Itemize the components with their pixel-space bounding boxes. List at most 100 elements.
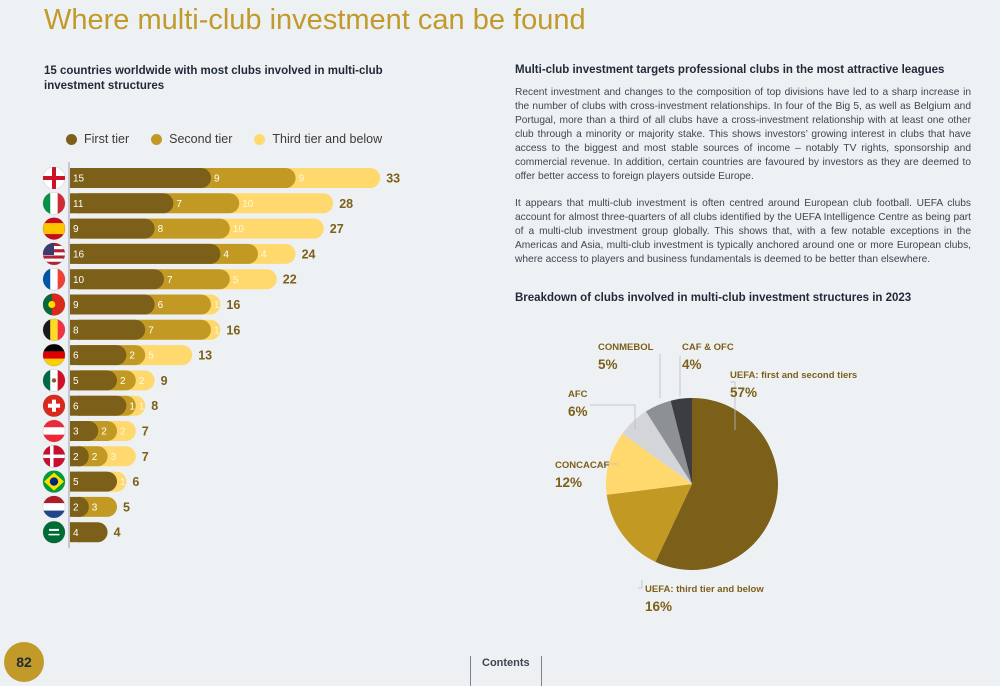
bar-left-edge (70, 471, 80, 492)
bar-left-edge (70, 345, 80, 366)
legend-item-third-tier: Third tier and below (254, 132, 382, 146)
bar-segment-switzerland-first-tier (70, 395, 127, 416)
bar-row-united-states: 16 4 4 24 (42, 242, 316, 266)
total-value-label: 4 (114, 526, 121, 540)
bar-left-edge (70, 496, 80, 517)
total-value-label: 28 (339, 197, 353, 211)
segment-value-label: 7 (176, 199, 182, 210)
total-value-label: 24 (302, 247, 316, 261)
segment-value-label: 1 (129, 401, 135, 412)
bar-row-mexico: 5 2 2 9 (42, 369, 168, 392)
segment-value-label: 5 (73, 477, 79, 488)
segment-value-label: 1 (139, 401, 145, 412)
bar-row-portugal: 9 6 1 16 (42, 293, 240, 316)
segment-value-label: 8 (73, 325, 79, 336)
pie-value-conmebol: 5% (598, 357, 618, 372)
segment-value-label: 9 (73, 224, 79, 235)
segment-value-label: 7 (148, 325, 154, 336)
paragraph-2: It appears that multi-club investment is… (515, 197, 971, 265)
flag-belgium-icon (43, 318, 65, 341)
bar-left-edge (70, 168, 80, 188)
flag-netherlands-icon (43, 495, 65, 518)
bar-row-france: 10 7 5 22 (42, 267, 297, 291)
segment-value-label: 2 (120, 376, 126, 387)
bar-chart-legend: First tier Second tier Third tier and be… (66, 132, 382, 146)
bar-left-edge (70, 193, 80, 214)
flag-portugal-icon (43, 293, 65, 316)
legend-label-first-tier: First tier (84, 132, 130, 146)
pie-chart: UEFA: first and second tiers 57% UEFA: thi… (555, 342, 857, 614)
bar-left-edge (70, 395, 80, 416)
segment-value-label: 6 (158, 300, 164, 311)
pie-slice-caf-ofc (670, 398, 692, 484)
bar-chart-subtitle: 15 countries worldwide with most clubs i… (44, 65, 383, 92)
segment-value-label: 9 (214, 174, 220, 185)
segment-value-label: 3 (92, 503, 98, 514)
pie-value-caf-ofc: 4% (682, 357, 702, 372)
pie-value-uefa-third-tier-and-below: 16% (645, 599, 672, 614)
pie-slice-uefa-third-tier-and-below (606, 484, 692, 562)
right-column: Multi-club investment targets profession… (515, 64, 971, 279)
bar-row-italy: 11 7 10 28 (42, 191, 353, 215)
bar-left-edge (70, 446, 80, 467)
flag-italy-icon (43, 192, 65, 215)
segment-value-label: 5 (233, 275, 239, 286)
bar-segment-france-first-tier (70, 269, 164, 290)
footer-divider-right (541, 656, 542, 686)
segment-value-label: 10 (73, 275, 85, 286)
segment-value-label: 3 (73, 427, 79, 438)
pie-chart-heading: Breakdown of clubs involved in multi-clu… (515, 292, 912, 304)
segment-value-label: 1 (120, 477, 126, 488)
legend-label-second-tier: Second tier (169, 132, 233, 146)
bar-left-edge (70, 370, 80, 391)
segment-value-label: 10 (233, 224, 245, 235)
pie-value-afc: 6% (568, 404, 588, 419)
flag-united-states-icon (43, 242, 65, 265)
total-value-label: 9 (161, 374, 168, 388)
total-value-label: 5 (123, 500, 130, 514)
legend-item-first-tier: First tier (66, 132, 129, 146)
segment-value-label: 2 (120, 427, 126, 438)
bar-segment-germany-first-tier (70, 345, 127, 366)
bar-segment-belgium-first-tier (70, 319, 146, 340)
total-value-label: 7 (142, 425, 149, 439)
bar-left-edge (70, 421, 80, 441)
flag-mexico-icon (43, 369, 65, 392)
flag-germany-icon (43, 344, 65, 367)
pie-leader-line (638, 580, 643, 589)
total-value-label: 8 (151, 399, 158, 413)
total-value-label: 22 (283, 273, 297, 287)
segment-value-label: 2 (139, 376, 145, 387)
bar-segment-portugal-first-tier (70, 294, 155, 315)
bar-row-netherlands: 2 3 5 (42, 495, 130, 519)
bar-left-edge (70, 522, 80, 543)
bar-row-austria: 3 2 2 7 (42, 419, 149, 443)
pie-label-uefa-first-and-second-tiers: UEFA: first and second tiers (730, 370, 857, 381)
legend-label-third-tier: Third tier and below (272, 132, 383, 146)
segment-value-label: 4 (223, 250, 229, 261)
flag-denmark-icon (43, 445, 65, 468)
bar-left-edge (70, 319, 80, 340)
flag-switzerland-icon (43, 394, 65, 417)
paragraph-1: Recent investment and changes to the com… (515, 87, 971, 183)
segment-value-label: 15 (73, 174, 85, 185)
segment-value-label: 2 (101, 427, 107, 438)
total-value-label: 16 (226, 323, 240, 337)
pie-slice-uefa-first-and-second-tiers (655, 398, 778, 570)
total-value-label: 6 (132, 475, 139, 489)
bar-segment-england-first-tier (70, 168, 211, 188)
second-tier-swatch (151, 133, 163, 145)
segment-value-label: 2 (73, 503, 79, 514)
pie-value-concacaf: 12% (555, 475, 582, 490)
total-value-label: 16 (226, 298, 240, 312)
segment-value-label: 4 (73, 528, 79, 539)
flag-england-icon (43, 167, 65, 189)
bar-segment-spain-first-tier (70, 218, 155, 239)
page-number-badge[interactable]: 82 (4, 642, 44, 682)
bar-segment-brazil-first-tier (70, 471, 117, 492)
pie-label-conmebol: CONMEBOL (598, 342, 654, 353)
contents-link[interactable]: Contents (482, 657, 530, 669)
